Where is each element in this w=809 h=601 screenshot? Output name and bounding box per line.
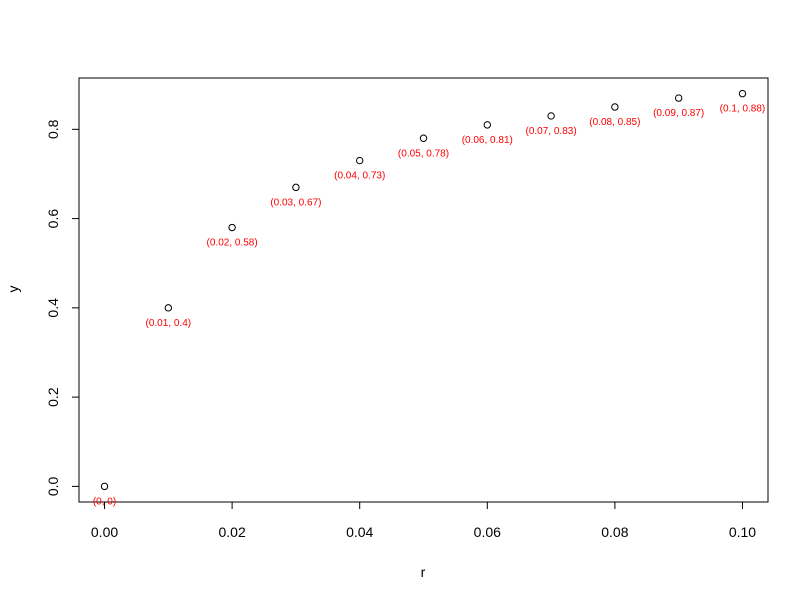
data-point-label: (0.07, 0.83)	[526, 126, 577, 137]
data-point	[547, 112, 555, 120]
data-point-label: (0.01, 0.4)	[146, 318, 192, 329]
data-point-label: (0, 0)	[93, 496, 116, 507]
data-point	[483, 121, 491, 129]
data-point-label: (0.04, 0.73)	[334, 171, 385, 182]
data-point-label: (0.09, 0.87)	[653, 108, 704, 119]
data-point-label: (0.1, 0.88)	[720, 104, 766, 115]
data-points	[100, 89, 747, 491]
data-point-label: (0.03, 0.67)	[270, 197, 321, 208]
data-point	[674, 94, 683, 102]
data-point	[292, 183, 300, 192]
y-axis: 0.0 0.2 0.4 0.6 0.8	[45, 119, 80, 496]
x-tick-label: 0.06	[474, 524, 501, 540]
x-axis-title: r	[421, 564, 426, 580]
y-tick-label: 0.8	[45, 119, 61, 139]
x-tick-label: 0.10	[729, 524, 756, 540]
x-axis: 0.00 0.02 0.04 0.06 0.08 0.10	[91, 501, 756, 540]
data-point-label: (0.08, 0.85)	[589, 117, 640, 128]
data-point	[100, 482, 109, 491]
data-point	[738, 89, 747, 98]
y-tick-label: 0.0	[45, 476, 61, 496]
data-point-label: (0.02, 0.58)	[207, 238, 258, 249]
x-tick-label: 0.04	[346, 524, 373, 540]
data-point	[164, 304, 173, 312]
x-tick-label: 0.00	[91, 524, 118, 540]
data-point-label: (0.05, 0.78)	[398, 148, 449, 159]
data-point	[356, 156, 364, 165]
data-point	[611, 103, 619, 111]
data-point	[419, 134, 428, 142]
x-tick-label: 0.02	[218, 524, 245, 540]
data-labels: (0, 0) (0.01, 0.4) (0.02, 0.58) (0.03, 0.67…	[93, 104, 765, 508]
data-point	[228, 223, 236, 232]
y-axis-title: y	[5, 286, 21, 293]
data-point-label: (0.06, 0.81)	[462, 135, 513, 146]
y-tick-label: 0.6	[45, 209, 61, 229]
y-tick-label: 0.4	[45, 298, 61, 318]
x-tick-label: 0.08	[601, 524, 628, 540]
y-tick-label: 0.2	[45, 387, 61, 407]
